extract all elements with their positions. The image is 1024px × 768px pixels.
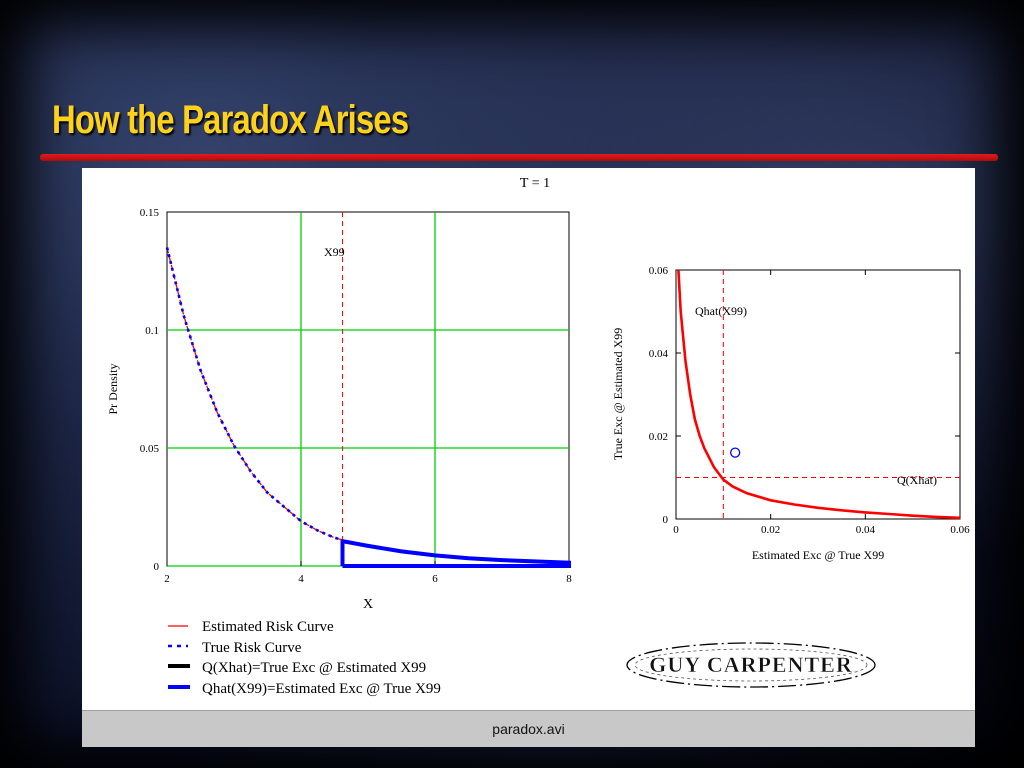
x-tick-label: 0.02: [761, 524, 780, 536]
y-tick-label: 0.02: [649, 431, 668, 443]
legend-label-estimated: Estimated Risk Curve: [202, 619, 334, 635]
slide-title: How the Paradox Arises: [52, 98, 409, 142]
video-frame: T = 1 2 4 6 8 0 0.05 0.1 0.15 X Pr Density X99 …: [82, 168, 975, 745]
density-x-axis-label: X: [363, 597, 373, 612]
y-tick-label: 0.06: [649, 265, 669, 277]
exceedance-series: [676, 269, 961, 520]
y-tick-label: 0: [663, 514, 669, 526]
svg-text:GUY CARPENTER: GUY CARPENTER: [649, 652, 853, 677]
x99-marker-label: X99: [324, 245, 345, 259]
chart-title: T = 1: [520, 176, 550, 191]
series-line-3: [340, 538, 571, 568]
x-tick-label: 6: [432, 573, 438, 585]
x-tick-label: 2: [164, 573, 170, 585]
y-tick-label: 0.1: [145, 325, 159, 337]
video-filename: paradox.avi: [492, 721, 565, 737]
density-tick-labels: 2 4 6 8 0 0.05 0.1 0.15: [140, 207, 573, 585]
exceedance-curve: [677, 269, 961, 520]
company-logo: GUY CARPENTER: [626, 642, 876, 688]
exceedance-x-axis-label: Estimated Exc @ True X99: [752, 548, 884, 562]
density-chart: T = 1 2 4 6 8 0 0.05 0.1 0.15 X Pr Density X99: [106, 176, 572, 612]
qxhat-marker-label: Q(Xhat): [897, 473, 937, 487]
video-status-bar: paradox.avi: [82, 710, 975, 747]
legend-label-qhat: Qhat(X99)=Estimated Exc @ True X99: [202, 681, 441, 697]
title-underline: [40, 154, 998, 161]
x-tick-label: 0: [673, 524, 679, 536]
x-tick-label: 8: [566, 573, 572, 585]
density-series: [165, 247, 571, 568]
series-line-1: [165, 247, 343, 542]
legend-label-qxhat: Q(Xhat)=True Exc @ Estimated X99: [202, 660, 426, 676]
y-tick-label: 0.05: [140, 443, 160, 455]
exceedance-y-axis-label: True Exc @ Estimated X99: [611, 328, 625, 461]
y-tick-label: 0.04: [649, 348, 669, 360]
y-tick-label: 0: [154, 561, 160, 573]
legend-label-true: True Risk Curve: [202, 640, 302, 656]
qhat-marker-label: Qhat(X99): [695, 304, 747, 318]
chart-legend: Estimated Risk Curve True Risk Curve Q(X…: [168, 619, 441, 697]
x-tick-label: 0.04: [856, 524, 876, 536]
data-point-marker: [730, 447, 741, 458]
x-tick-label: 4: [298, 573, 304, 585]
charts-canvas: T = 1 2 4 6 800.050.10.15 X Pr Density X99 …: [106, 176, 970, 697]
exceedance-chart: 0 0.02 0.04 0.06 0 0.02 0.04 0.06 Estimated Exc…: [611, 265, 970, 562]
x-tick-label: 0.06: [950, 524, 970, 536]
y-tick-label: 0.15: [140, 207, 160, 219]
density-plot-area: [166, 211, 570, 567]
density-y-axis-label: Pr Density: [106, 364, 120, 415]
